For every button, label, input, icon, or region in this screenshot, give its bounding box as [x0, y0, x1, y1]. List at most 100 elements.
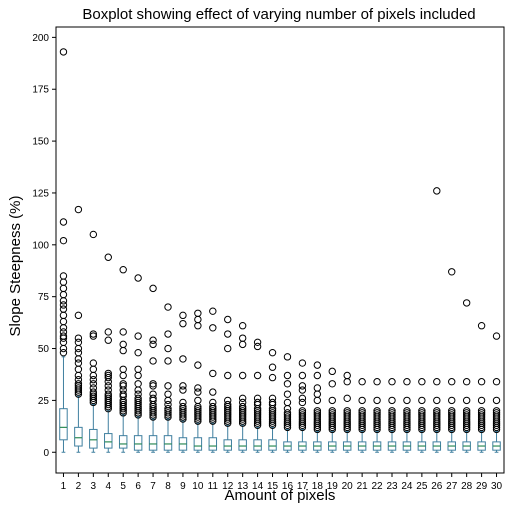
outlier-point: [403, 407, 411, 415]
x-tick-label: 30: [491, 481, 503, 492]
outlier-point: [343, 394, 351, 403]
outlier-point: [492, 411, 501, 419]
outlier-point: [194, 361, 202, 369]
box-iqr: [148, 435, 158, 451]
outlier-point: [298, 394, 307, 403]
outlier-point: [119, 380, 127, 388]
chart-title: Boxplot showing effect of varying number…: [82, 6, 475, 23]
outlier-point: [448, 411, 456, 419]
outlier-point: [253, 342, 262, 351]
x-tick-label: 22: [372, 481, 384, 492]
outlier-point: [238, 407, 247, 415]
outlier-point: [418, 409, 426, 417]
outlier-point: [119, 340, 127, 349]
outlier-point: [492, 407, 501, 415]
outlier-point: [224, 371, 232, 380]
outlier-point: [104, 386, 112, 394]
box-iqr: [74, 426, 83, 447]
outlier-point: [224, 400, 232, 409]
outlier-point: [462, 299, 471, 307]
box-iqr: [118, 435, 128, 449]
x-tick-label: 4: [105, 481, 111, 492]
x-tick-label: 6: [135, 481, 141, 492]
x-axis-label: Amount of pixels: [225, 487, 336, 504]
outlier-point: [194, 388, 202, 396]
y-axis-label: Slope Steepness (%): [7, 196, 24, 337]
outlier-point: [492, 332, 501, 340]
outlier-point: [149, 284, 157, 293]
outlier-point: [433, 407, 441, 415]
outlier-point: [433, 378, 441, 386]
y-tick-label: 50: [38, 344, 50, 355]
outlier-point: [477, 411, 486, 419]
outlier-point: [388, 396, 396, 405]
outlier-point: [119, 400, 127, 409]
x-tick-label: 8: [165, 481, 171, 492]
outlier-point: [253, 338, 262, 347]
outlier-point: [388, 409, 396, 417]
outlier-point: [224, 315, 232, 324]
x-tick-label: 25: [416, 481, 428, 492]
outlier-point: [313, 409, 322, 417]
outlier-point: [433, 396, 441, 405]
outlier-point: [328, 409, 336, 417]
outlier-point: [298, 411, 307, 419]
outlier-point: [104, 371, 112, 380]
outlier-point: [238, 398, 247, 407]
x-tick-label: 24: [401, 481, 413, 492]
outlier-point: [74, 375, 83, 384]
outlier-point: [283, 413, 292, 421]
outlier-point: [433, 409, 441, 417]
outlier-point: [149, 390, 157, 398]
outlier-point: [134, 274, 142, 282]
outlier-point: [194, 309, 202, 317]
outlier-point: [448, 396, 456, 405]
outlier-point: [164, 390, 172, 398]
outlier-point: [89, 230, 98, 239]
x-tick-label: 29: [476, 481, 488, 492]
outlier-point: [164, 344, 172, 353]
x-tick-label: 14: [252, 481, 264, 492]
outlier-point: [462, 411, 471, 419]
y-tick-label: 25: [38, 396, 50, 407]
outlier-point: [492, 409, 501, 417]
outlier-point: [224, 396, 232, 405]
outlier-point: [179, 402, 187, 411]
outlier-point: [238, 402, 247, 411]
outlier-point: [477, 322, 486, 330]
outlier-point: [477, 409, 486, 417]
outlier-point: [328, 396, 336, 405]
outlier-point: [179, 407, 187, 415]
outlier-point: [149, 357, 157, 365]
outlier-point: [134, 394, 142, 403]
x-tick-label: 5: [120, 481, 126, 492]
outlier-point: [74, 311, 83, 320]
outlier-point: [179, 386, 187, 394]
box-iqr: [59, 408, 68, 441]
outlier-point: [238, 371, 247, 380]
outlier-point: [403, 396, 411, 405]
outlier-point: [74, 205, 83, 214]
outlier-point: [59, 332, 68, 340]
outlier-point: [104, 328, 112, 336]
outlier-point: [224, 404, 232, 413]
outlier-point: [89, 330, 98, 338]
box-iqr: [223, 439, 232, 451]
outlier-point: [418, 407, 426, 415]
outlier-point: [343, 409, 351, 417]
outlier-point: [134, 365, 142, 373]
outlier-point: [59, 301, 68, 309]
outlier-point: [134, 332, 142, 340]
outlier-point: [134, 348, 142, 357]
outlier-point: [433, 187, 441, 195]
box-iqr: [238, 439, 247, 451]
outlier-point: [209, 407, 217, 415]
outlier-point: [104, 382, 112, 390]
outlier-point: [358, 411, 366, 419]
outlier-point: [134, 380, 142, 388]
outlier-point: [209, 388, 217, 396]
outlier-point: [373, 378, 381, 386]
x-tick-label: 18: [312, 481, 324, 492]
y-tick-label: 200: [32, 33, 49, 44]
